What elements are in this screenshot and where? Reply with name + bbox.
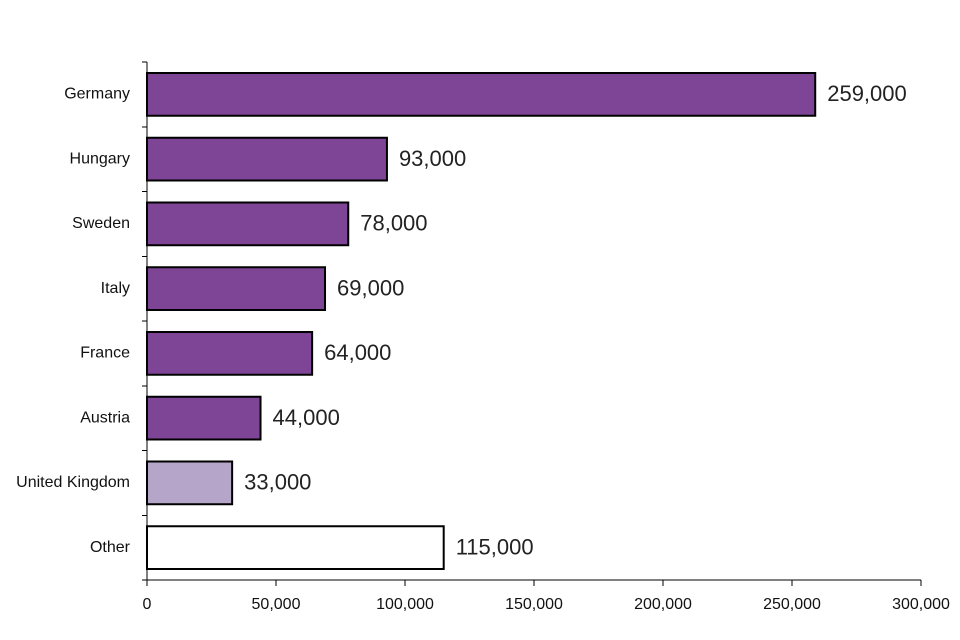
data-label-austria: 44,000 [273, 405, 340, 430]
x-tick-label: 300,000 [892, 596, 950, 613]
x-tick-label: 200,000 [634, 596, 692, 613]
x-tick-label: 50,000 [252, 596, 301, 613]
data-label-sweden: 78,000 [360, 211, 427, 236]
bar-sweden [146, 201, 350, 247]
category-label-hungary: Hungary [70, 150, 130, 167]
x-tick-label: 250,000 [763, 596, 821, 613]
bar-other [146, 525, 445, 570]
category-label-austria: Austria [80, 409, 130, 426]
data-label-germany: 259,000 [827, 81, 907, 106]
category-label-other: Other [90, 539, 131, 556]
x-tick-label: 0 [143, 596, 152, 613]
bars-layer [146, 72, 817, 570]
bar-austria [146, 395, 262, 441]
x-tick-label: 100,000 [376, 596, 434, 613]
data-label-other: 115,000 [456, 534, 534, 559]
category-label-united-kingdom: United Kingdom [16, 474, 130, 491]
bar-hungary [146, 136, 388, 182]
data-label-france: 64,000 [324, 340, 391, 365]
category-label-italy: Italy [101, 280, 130, 297]
data-label-italy: 69,000 [337, 275, 404, 300]
axis-layer [142, 61, 922, 586]
bar-united-kingdom [146, 460, 234, 506]
category-label-germany: Germany [64, 86, 130, 103]
bar-germany [146, 72, 817, 117]
category-label-sweden: Sweden [72, 215, 130, 232]
x-tick-label: 150,000 [505, 596, 563, 613]
data-label-united-kingdom: 33,000 [244, 470, 311, 495]
data-label-hungary: 93,000 [399, 146, 466, 171]
category-label-france: France [80, 345, 130, 362]
bar-italy [146, 266, 327, 311]
labels-layer: Germany 259,000 Hungary 93,000 Sweden 78,000 I… [16, 81, 950, 613]
bar-france [146, 331, 314, 376]
